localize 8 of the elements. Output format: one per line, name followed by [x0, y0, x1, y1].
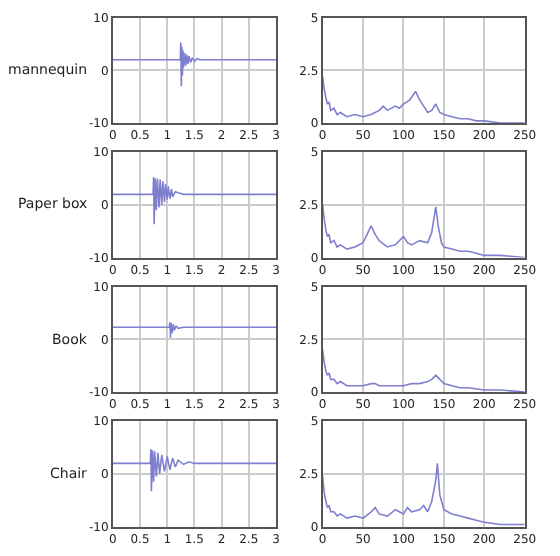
line-series	[112, 448, 276, 493]
line-series	[112, 176, 276, 226]
line-series	[322, 204, 525, 258]
line-series	[112, 321, 276, 339]
line-series	[112, 41, 276, 87]
line-series	[322, 75, 525, 123]
line-series	[322, 462, 525, 526]
line-series	[322, 349, 525, 393]
